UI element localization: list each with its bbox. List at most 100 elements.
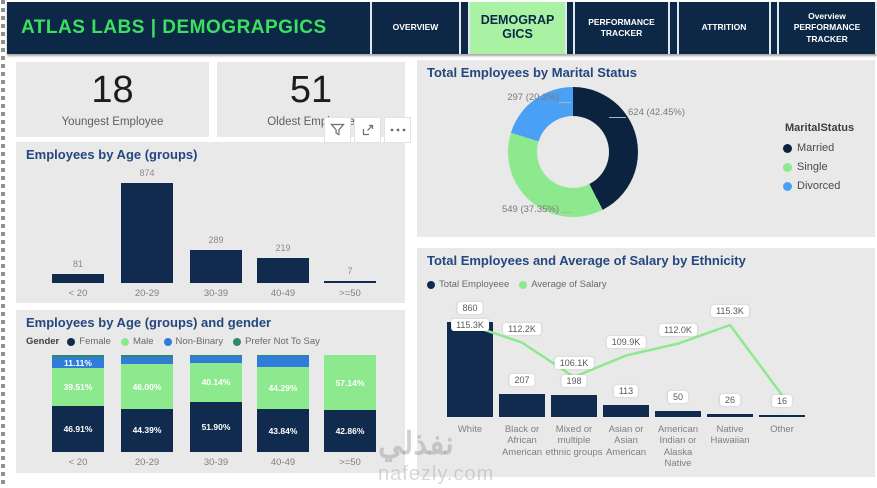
- segment-female[interactable]: 43.84%: [257, 409, 309, 452]
- filter-icon[interactable]: [324, 117, 351, 143]
- segment-label: 39.51%: [63, 382, 93, 393]
- stacked-bar[interactable]: 44.29% 43.84%: [257, 355, 309, 452]
- legend-label: Prefer Not To Say: [245, 336, 320, 347]
- legend-item-prefer-not-to-say[interactable]: Prefer Not To Say: [233, 336, 320, 347]
- bar-value-label: 207: [509, 374, 535, 387]
- bar-value-label: 50: [667, 391, 689, 404]
- tab-performance-tracker[interactable]: PERFORMANCE TRACKER: [573, 2, 670, 54]
- age-gender-stacked-chart[interactable]: Employees by Age (groups) and gender Gen…: [16, 310, 405, 473]
- segment-male[interactable]: 46.00%: [121, 364, 173, 409]
- leader-line: [609, 117, 626, 118]
- age-groups-bar-chart[interactable]: Employees by Age (groups) 81 < 20 874 20-29…: [16, 142, 405, 303]
- segment-male[interactable]: 40.14%: [190, 362, 242, 402]
- segment-male[interactable]: 44.29%: [257, 366, 309, 410]
- marital-status-plot: 624 (42.45%) 549 (37.35%) 297 (20.2%) Marit…: [417, 60, 875, 237]
- more-options-icon[interactable]: [384, 117, 411, 143]
- legend-item-divorced[interactable]: Divorced: [783, 180, 840, 192]
- segment-label: 46.00%: [132, 381, 162, 392]
- stacked-bar[interactable]: 40.14% 51.90%: [190, 355, 242, 452]
- legend-swatch: [519, 280, 528, 289]
- segment-non-binary[interactable]: [190, 356, 242, 363]
- legend-item-average-of-salary[interactable]: Average of Salary: [519, 279, 607, 290]
- segment-prefer-not-to-say[interactable]: [190, 355, 242, 357]
- segment-female[interactable]: 51.90%: [190, 401, 242, 452]
- chart-title: Total Employees and Average of Salary by…: [427, 253, 746, 268]
- segment-female[interactable]: 44.39%: [121, 408, 173, 452]
- segment-prefer-not-to-say[interactable]: [52, 355, 104, 358]
- legend-item-male[interactable]: Male: [120, 336, 154, 347]
- segment-label: 43.84%: [268, 425, 298, 436]
- segment-male[interactable]: 39.51%: [52, 368, 104, 407]
- tab-demograpgics[interactable]: DEMOGRAPGICS: [468, 2, 567, 54]
- segment-non-binary[interactable]: [121, 356, 173, 365]
- kpi-value: 18: [91, 69, 134, 111]
- bar[interactable]: [52, 273, 104, 283]
- stacked-bar[interactable]: 57.14% 42.86%: [324, 355, 376, 452]
- bar[interactable]: [603, 404, 649, 417]
- x-axis-label: Mixed or multiple ethnic groups: [545, 424, 603, 458]
- legend-item-total-employeee[interactable]: Total Employeee: [427, 279, 509, 290]
- segment-male[interactable]: 57.14%: [324, 355, 376, 411]
- focus-mode-icon[interactable]: [354, 117, 381, 143]
- segment-label: 11.11%: [64, 357, 92, 368]
- visual-header-toolbar: [324, 117, 411, 143]
- bar[interactable]: [447, 322, 493, 417]
- bar[interactable]: [707, 414, 753, 417]
- bar-value-label: 81: [72, 258, 83, 269]
- segment-label: 46.91%: [63, 424, 93, 435]
- combo-legend: Total Employeee Average of Salary: [427, 279, 617, 290]
- legend-label: Married: [797, 142, 835, 154]
- legend-swatch: [783, 181, 792, 191]
- bar-value-label: 7: [347, 266, 353, 276]
- segment-non-binary[interactable]: [257, 356, 309, 367]
- segment-label: 44.29%: [268, 383, 298, 393]
- x-axis-label: Black or African American: [501, 424, 543, 458]
- chart-title: Total Employees by Marital Status: [427, 65, 637, 80]
- legend-title: MaritalStatus: [785, 122, 855, 134]
- bar-value-label: 198: [561, 375, 587, 388]
- bar[interactable]: [759, 415, 805, 417]
- bar[interactable]: [121, 183, 173, 283]
- x-axis-label: 20-29: [134, 288, 160, 299]
- segment-female[interactable]: 46.91%: [52, 406, 104, 452]
- stacked-bar[interactable]: 11.11% 39.51% 46.91%: [52, 355, 104, 452]
- legend-label: Single: [797, 161, 828, 173]
- segment-prefer-not-to-say[interactable]: [257, 355, 309, 357]
- ethnicity-combo-chart[interactable]: Total Employees and Average of Salary by…: [417, 248, 875, 477]
- bar[interactable]: [499, 394, 545, 417]
- kpi-card-youngest-employee[interactable]: 18 Youngest Employee: [16, 62, 209, 137]
- segment-female[interactable]: 42.86%: [324, 410, 376, 452]
- legend-swatch: [233, 337, 242, 346]
- donut-data-label: 624 (42.45%): [628, 107, 686, 118]
- bar[interactable]: [190, 249, 242, 283]
- chart-title: Employees by Age (groups) and gender: [26, 315, 272, 330]
- bar-value-label: 874: [139, 168, 155, 178]
- bar[interactable]: [257, 257, 309, 283]
- report-title: ATLAS LABS | DEMOGRAPGICS: [21, 17, 327, 38]
- kpi-value: 51: [289, 69, 333, 111]
- left-edge-decoration: [1, 0, 5, 488]
- bar[interactable]: [324, 281, 376, 283]
- x-axis-label: < 20: [68, 288, 88, 299]
- tab-overview[interactable]: OVERVIEW: [370, 2, 461, 54]
- segment-non-binary[interactable]: 11.11%: [52, 357, 104, 369]
- line-value-label: 109.9K: [606, 335, 646, 348]
- legend-item-married[interactable]: Married: [783, 142, 834, 154]
- tab-overview-performance-tracker[interactable]: Overview PERFORMANCE TRACKER: [777, 2, 877, 54]
- segment-prefer-not-to-say[interactable]: [121, 355, 173, 357]
- tab-attrition[interactable]: ATTRITION: [677, 2, 771, 54]
- stacked-bar[interactable]: 46.00% 44.39%: [121, 355, 173, 452]
- bar[interactable]: [551, 395, 597, 417]
- line-value-label: 106.1K: [554, 356, 594, 369]
- x-axis-label: 40-49: [270, 288, 296, 299]
- x-axis-label: White: [457, 424, 483, 435]
- legend-item-female[interactable]: Female: [67, 336, 111, 347]
- marital-status-donut-chart[interactable]: Total Employees by Marital Status 624 (4…: [417, 60, 875, 237]
- legend-item-non-binary[interactable]: Non-Binary: [163, 336, 223, 347]
- bar-value-label: 26: [719, 394, 741, 407]
- x-axis-label: 40-49: [270, 457, 296, 468]
- bar[interactable]: [655, 411, 701, 417]
- donut-data-label: 549 (37.35%): [501, 204, 559, 215]
- legend-item-single[interactable]: Single: [783, 161, 828, 173]
